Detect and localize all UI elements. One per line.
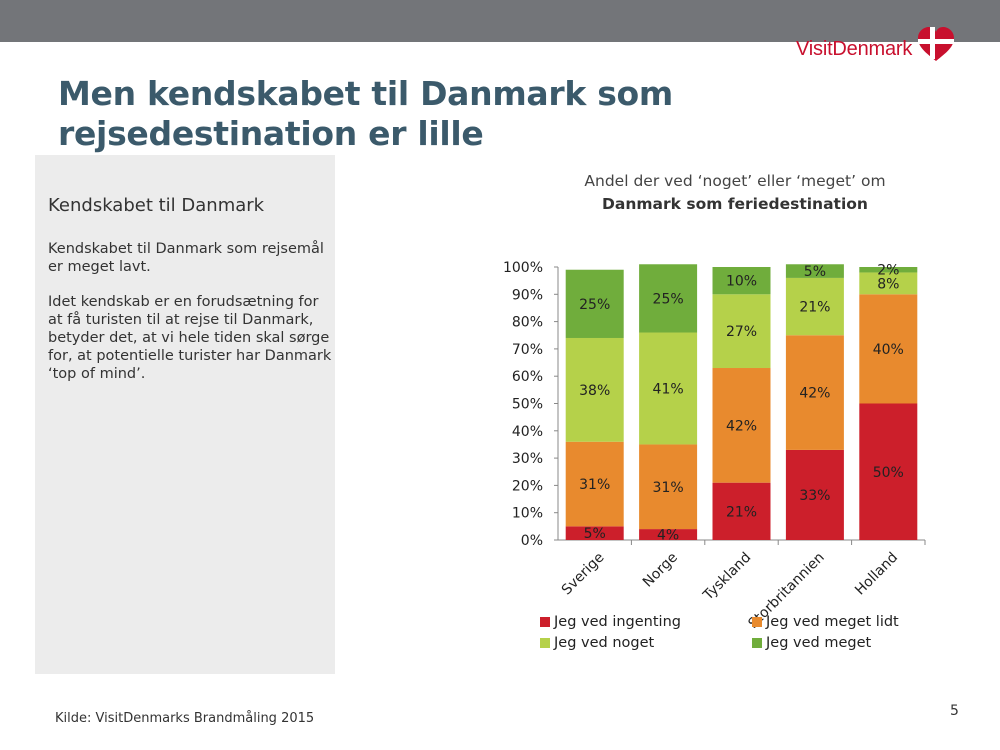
panel-paragraph-1: Kendskabet til Danmark som rejsemål er m… — [48, 241, 324, 275]
top-bar — [0, 0, 1000, 42]
y-tick-label: 90% — [512, 287, 543, 303]
data-label: 31% — [653, 480, 684, 496]
y-tick-label: 10% — [512, 506, 543, 522]
x-category-label: Tyskland — [700, 550, 755, 605]
legend-item: Jeg ved meget — [752, 635, 871, 651]
x-category-label: Norge — [640, 550, 681, 591]
y-tick-label: 0% — [521, 533, 543, 549]
data-label: 31% — [579, 477, 610, 493]
legend-swatch — [540, 638, 550, 648]
data-label: 10% — [726, 274, 757, 290]
bar-segment — [639, 332, 698, 445]
chart-title-line-2: Danmark som feriedestination — [602, 195, 868, 213]
y-tick-label: 50% — [512, 397, 543, 413]
y-tick-label: 30% — [512, 451, 543, 467]
y-tick-label: 60% — [512, 369, 543, 385]
y-tick-label: 100% — [503, 260, 543, 276]
chart-title-line-1: Andel der ved ‘noget’ eller ‘meget’ om — [584, 172, 886, 190]
panel-paragraph-2: Idet kendskab er en forudsætning for at … — [48, 294, 332, 382]
info-panel: Kendskabet til Danmark Kendskabet til Da… — [35, 155, 335, 674]
bar-segment — [565, 269, 624, 338]
data-label: 4% — [657, 528, 679, 544]
data-label: 25% — [579, 297, 610, 313]
page-title: Men kendskabet til Danmark som rejsedest… — [58, 74, 673, 153]
legend-swatch — [540, 617, 550, 627]
page-number: 5 — [950, 703, 959, 719]
data-label: 50% — [873, 465, 904, 481]
bar-segment — [639, 529, 698, 540]
y-tick-label: 80% — [512, 315, 543, 331]
data-label: 21% — [799, 300, 830, 316]
bar-segment — [785, 264, 844, 278]
legend-item: Jeg ved ingenting — [540, 614, 681, 630]
bar-segment — [785, 449, 844, 540]
legend-item: Jeg ved meget lidt — [752, 614, 899, 630]
bar-segment — [565, 526, 624, 540]
data-label: 41% — [653, 381, 684, 397]
x-category-label: Sverige — [559, 550, 608, 599]
legend-swatch — [752, 638, 762, 648]
bar-segment — [785, 335, 844, 450]
bar-segment — [712, 294, 771, 369]
bar-segment — [639, 264, 698, 333]
x-category-label: Holland — [852, 550, 901, 599]
bar-segment — [639, 444, 698, 530]
data-label: 38% — [579, 383, 610, 399]
legend-swatch — [752, 617, 762, 627]
bar-segment — [859, 267, 918, 273]
data-label: 27% — [726, 324, 757, 340]
bar-segment — [712, 267, 771, 295]
heart-flag-icon — [918, 27, 955, 61]
panel-heading: Kendskabet til Danmark — [48, 195, 265, 216]
data-label: 8% — [877, 276, 899, 292]
data-label: 33% — [799, 488, 830, 504]
data-label: 42% — [799, 386, 830, 402]
data-label: 5% — [804, 264, 826, 280]
source-note: Kilde: VisitDenmarks Brandmåling 2015 — [55, 711, 315, 726]
bar-segment — [859, 294, 918, 404]
legend-label: Jeg ved meget lidt — [766, 614, 899, 630]
legend-item: Jeg ved noget — [540, 635, 654, 651]
bar-segment — [565, 441, 624, 527]
data-label: 25% — [653, 291, 684, 307]
y-tick-label: 70% — [512, 342, 543, 358]
data-label: 5% — [584, 526, 606, 542]
bar-segment — [712, 482, 771, 540]
data-label: 40% — [873, 342, 904, 358]
data-label: 2% — [877, 263, 899, 279]
y-tick-label: 40% — [512, 424, 543, 440]
bar-segment — [785, 277, 844, 336]
bar-segment — [859, 272, 918, 295]
data-label: 42% — [726, 418, 757, 434]
data-label: 21% — [726, 504, 757, 520]
bar-segment — [565, 337, 624, 442]
bar-segment — [859, 403, 918, 540]
visitdenmark-logo: VisitDenmark — [796, 27, 956, 65]
logo-text: VisitDenmark — [796, 37, 913, 60]
bar-segment — [712, 368, 771, 483]
legend-label: Jeg ved ingenting — [554, 614, 681, 630]
legend-label: Jeg ved noget — [554, 635, 655, 651]
legend-label: Jeg ved meget — [766, 635, 872, 651]
y-tick-label: 20% — [512, 478, 543, 494]
